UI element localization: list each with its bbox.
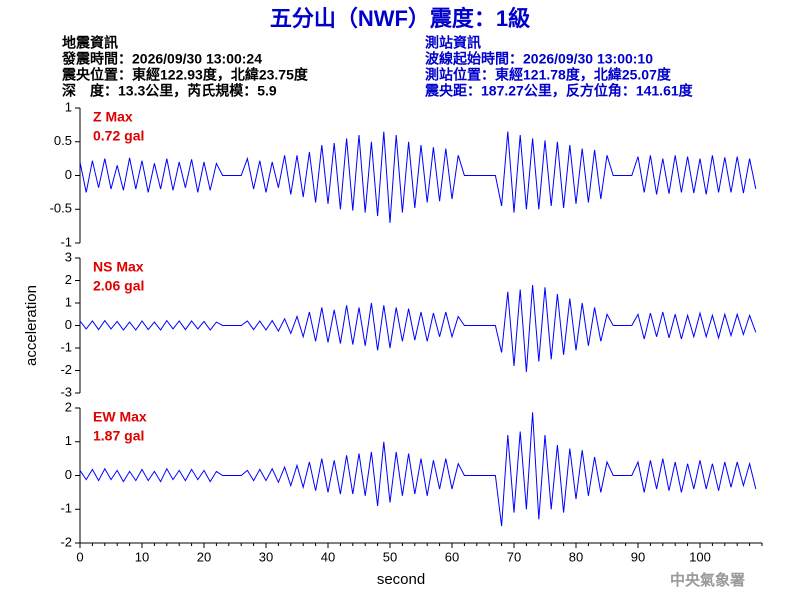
waveform [79,284,757,372]
chart-title: 五分山（NWF）震度：1級 [270,6,530,31]
panel-label: EW Max [93,409,147,425]
y-tick-label: -1 [60,339,72,354]
info-line: 深 度：13.3公里，芮氏規模：5.9 [62,83,277,99]
panel-max: 2.06 gal [93,278,144,294]
y-tick-label: 2 [65,272,72,287]
x-tick-label: 20 [197,549,211,564]
waveform [79,131,757,223]
panel-max: 1.87 gal [93,428,144,444]
x-tick-label: 40 [321,549,335,564]
x-tick-label: 50 [383,549,397,564]
y-tick-label: -1 [60,501,72,516]
info-line: 波線起始時間：2026/09/30 13:00:10 [425,51,653,67]
x-tick-label: 90 [631,549,645,564]
event-info: 地震資訊 發震時間：2026/09/30 13:00:24 震央位置：東經122… [61,35,694,99]
y-tick-label: 3 [65,249,72,264]
waveform [79,412,757,527]
x-tick-label: 0 [76,549,83,564]
x-axis-label: second [377,571,425,588]
y-tick-label: -1 [60,234,72,249]
y-tick-label: -2 [60,534,72,549]
y-tick-label: 0 [65,317,72,332]
footer: 中央氣象署 [670,571,745,589]
y-tick-label: 0 [65,167,72,182]
info-line: 測站資訊 [425,35,481,51]
y-tick-label: 2 [65,399,72,414]
x-tick-label: 60 [445,549,459,564]
panel-label: Z Max [93,109,133,125]
info-line: 震央位置：東經122.93度，北緯23.75度 [61,67,309,83]
x-tick-label: 10 [135,549,149,564]
y-tick-label: -0.5 [50,201,72,216]
y-tick-label: -2 [60,362,72,377]
info-line: 震央距：187.27公里，反方位角：141.61度 [424,83,694,99]
y-tick-label: -3 [60,384,72,399]
info-line: 測站位置：東經121.78度，北緯25.07度 [425,67,672,83]
panel-max: 0.72 gal [93,128,144,144]
y-tick-label: 1 [65,433,72,448]
y-axis-label: acceleration [23,285,40,366]
x-tick-label: 70 [507,549,521,564]
y-tick-label: 1 [65,99,72,114]
x-tick-label: 100 [689,549,711,564]
panel-label: NS Max [93,259,144,275]
y-tick-label: 0.5 [54,133,72,148]
info-line: 發震時間：2026/09/30 13:00:24 [61,51,262,67]
x-tick-label: 30 [259,549,273,564]
info-line: 地震資訊 [62,35,118,51]
y-tick-label: 0 [65,467,72,482]
y-tick-label: 1 [65,294,72,309]
x-tick-label: 80 [569,549,583,564]
